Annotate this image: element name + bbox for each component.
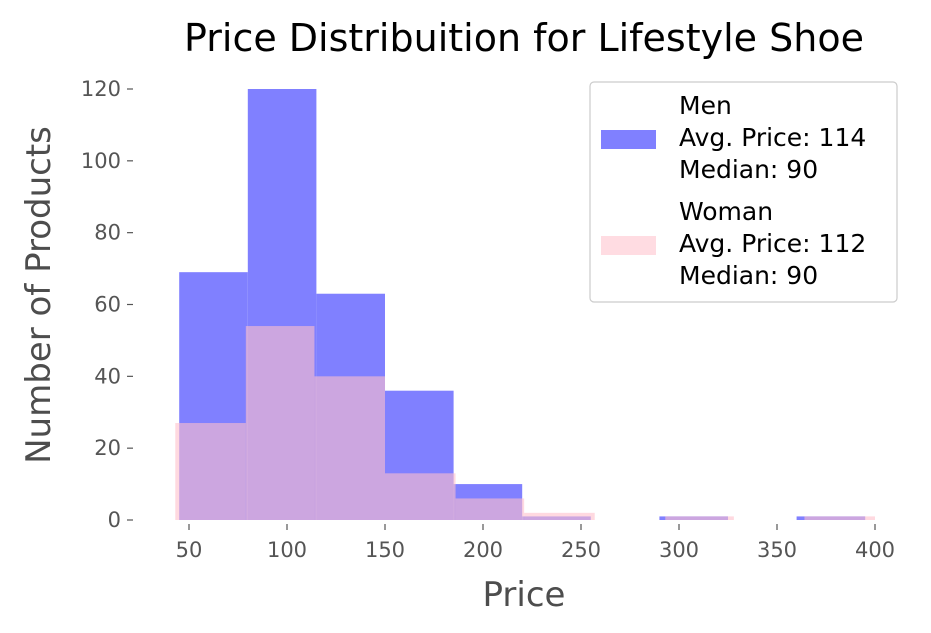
x-tick-label-350: 350 xyxy=(757,538,797,562)
legend-box xyxy=(589,81,898,303)
histogram-bar-woman-5 xyxy=(524,512,595,520)
histogram-bar-woman-2 xyxy=(314,376,385,520)
x-tick-label-200: 200 xyxy=(463,538,503,562)
histogram-bar-woman-3 xyxy=(385,473,456,520)
x-tick-label-400: 400 xyxy=(855,538,895,562)
legend-label-men-line-0: Men xyxy=(679,91,732,120)
x-tick-label-50: 50 xyxy=(176,538,203,562)
x-tick-label-250: 250 xyxy=(561,538,601,562)
legend-swatch-woman xyxy=(601,236,656,255)
histogram-bar-woman-4 xyxy=(455,498,525,520)
legend-label-men-line-2: Median: 90 xyxy=(679,155,818,184)
histogram-bar-woman-0 xyxy=(175,423,246,520)
legend: Men Avg. Price: 114 Median: 90 Woman Avg. Pr… xyxy=(589,81,898,303)
x-tick-label-150: 150 xyxy=(365,538,405,562)
x-tick-label-300: 300 xyxy=(659,538,699,562)
histogram-bar-woman-9 xyxy=(804,516,875,520)
legend-label-woman-line-2: Median: 90 xyxy=(679,261,818,290)
y-tick-label-0: 0 xyxy=(108,508,121,532)
y-axis-label: Number of Products xyxy=(19,126,59,464)
x-axis-label: Price xyxy=(483,575,566,615)
bars-layer xyxy=(175,89,875,520)
x-tick-label-100: 100 xyxy=(267,538,307,562)
y-tick-label-60: 60 xyxy=(94,293,121,317)
legend-label-woman-line-1: Avg. Price: 112 xyxy=(679,229,866,258)
y-tick-label-20: 20 xyxy=(94,436,121,460)
legend-items: Men Avg. Price: 114 Median: 90 Woman Avg. Pr… xyxy=(601,91,866,290)
y-tick-label-80: 80 xyxy=(94,221,121,245)
ticks-layer: 50 100 150 200 250 300 350 400 0 20 40 60 80 100 120 xyxy=(81,77,895,562)
histogram-bar-woman-7 xyxy=(665,516,734,520)
legend-label-woman-line-0: Woman xyxy=(679,197,773,226)
y-tick-label-40: 40 xyxy=(94,364,121,388)
histogram-bar-woman-1 xyxy=(245,326,315,520)
chart-title: Price Distribuition for Lifestyle Shoe xyxy=(184,16,864,60)
y-tick-label-120: 120 xyxy=(81,77,121,101)
y-tick-label-100: 100 xyxy=(81,149,121,173)
legend-swatch-men xyxy=(601,130,656,149)
legend-label-men-line-1: Avg. Price: 114 xyxy=(679,123,866,152)
